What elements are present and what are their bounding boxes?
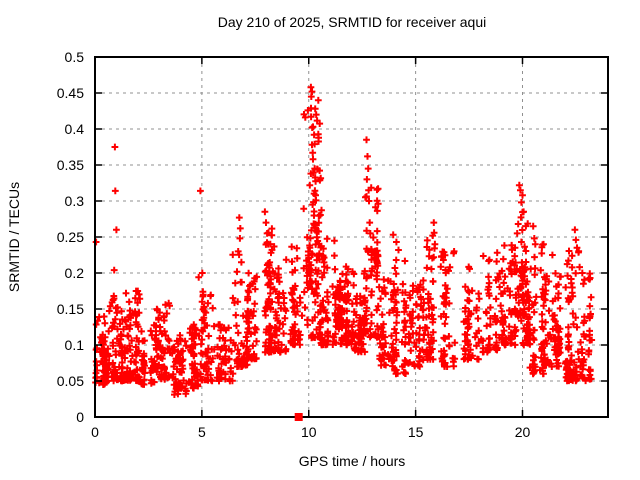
scatter-points: [92, 83, 596, 398]
y-tick-label: 0.25: [56, 229, 84, 245]
y-tick-label: 0.5: [64, 49, 84, 65]
y-tick-label: 0.3: [64, 193, 84, 209]
plot-border: [94, 56, 609, 418]
y-tick-label: 0: [76, 409, 84, 425]
y-tick-label: 0.45: [56, 85, 84, 101]
y-tick-label: 0.1: [64, 337, 84, 353]
x-tick-label: 10: [300, 424, 317, 440]
x-axis-label: GPS time / hours: [298, 453, 406, 469]
y-tick-label: 0.35: [56, 157, 84, 173]
chart-title: Day 210 of 2025, SRMTID for receiver aqu…: [217, 14, 487, 30]
y-tick-label: 0.2: [64, 265, 84, 281]
y-tick-label: 0.15: [56, 301, 84, 317]
x-tick-label: 0: [91, 424, 99, 440]
x-tick-label: 20: [514, 424, 531, 440]
y-axis-label: SRMTID / TECUs: [6, 181, 22, 293]
flag-square-marker: [294, 413, 303, 421]
grid-lines: [95, 57, 608, 417]
x-tick-label: 5: [197, 424, 206, 440]
x-tick-label: 15: [407, 424, 424, 440]
y-tick-label: 0.05: [56, 373, 84, 389]
y-tick-label: 0.4: [64, 121, 84, 137]
